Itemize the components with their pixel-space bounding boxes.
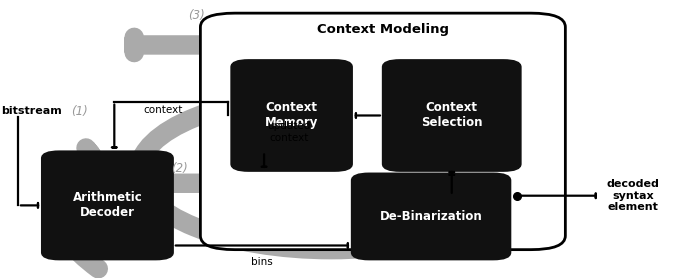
Text: (3): (3) (188, 9, 206, 23)
Text: (2): (2) (171, 162, 188, 175)
Text: bins: bins (251, 257, 273, 267)
Text: De-Binarization: De-Binarization (380, 210, 482, 223)
Text: decoded
syntax
element: decoded syntax element (607, 179, 660, 212)
FancyBboxPatch shape (231, 60, 352, 171)
Text: Context Modeling: Context Modeling (317, 23, 449, 36)
FancyBboxPatch shape (42, 152, 173, 259)
Text: updated
context: updated context (268, 121, 311, 143)
Text: Arithmetic
Decoder: Arithmetic Decoder (72, 191, 142, 219)
Text: Context
Memory: Context Memory (265, 101, 318, 130)
Text: Context
Selection: Context Selection (421, 101, 482, 130)
FancyBboxPatch shape (200, 13, 565, 250)
FancyBboxPatch shape (383, 60, 520, 171)
Text: bitstream: bitstream (1, 106, 61, 116)
FancyBboxPatch shape (352, 173, 511, 259)
Text: context: context (144, 105, 183, 115)
Text: (1): (1) (72, 105, 88, 118)
